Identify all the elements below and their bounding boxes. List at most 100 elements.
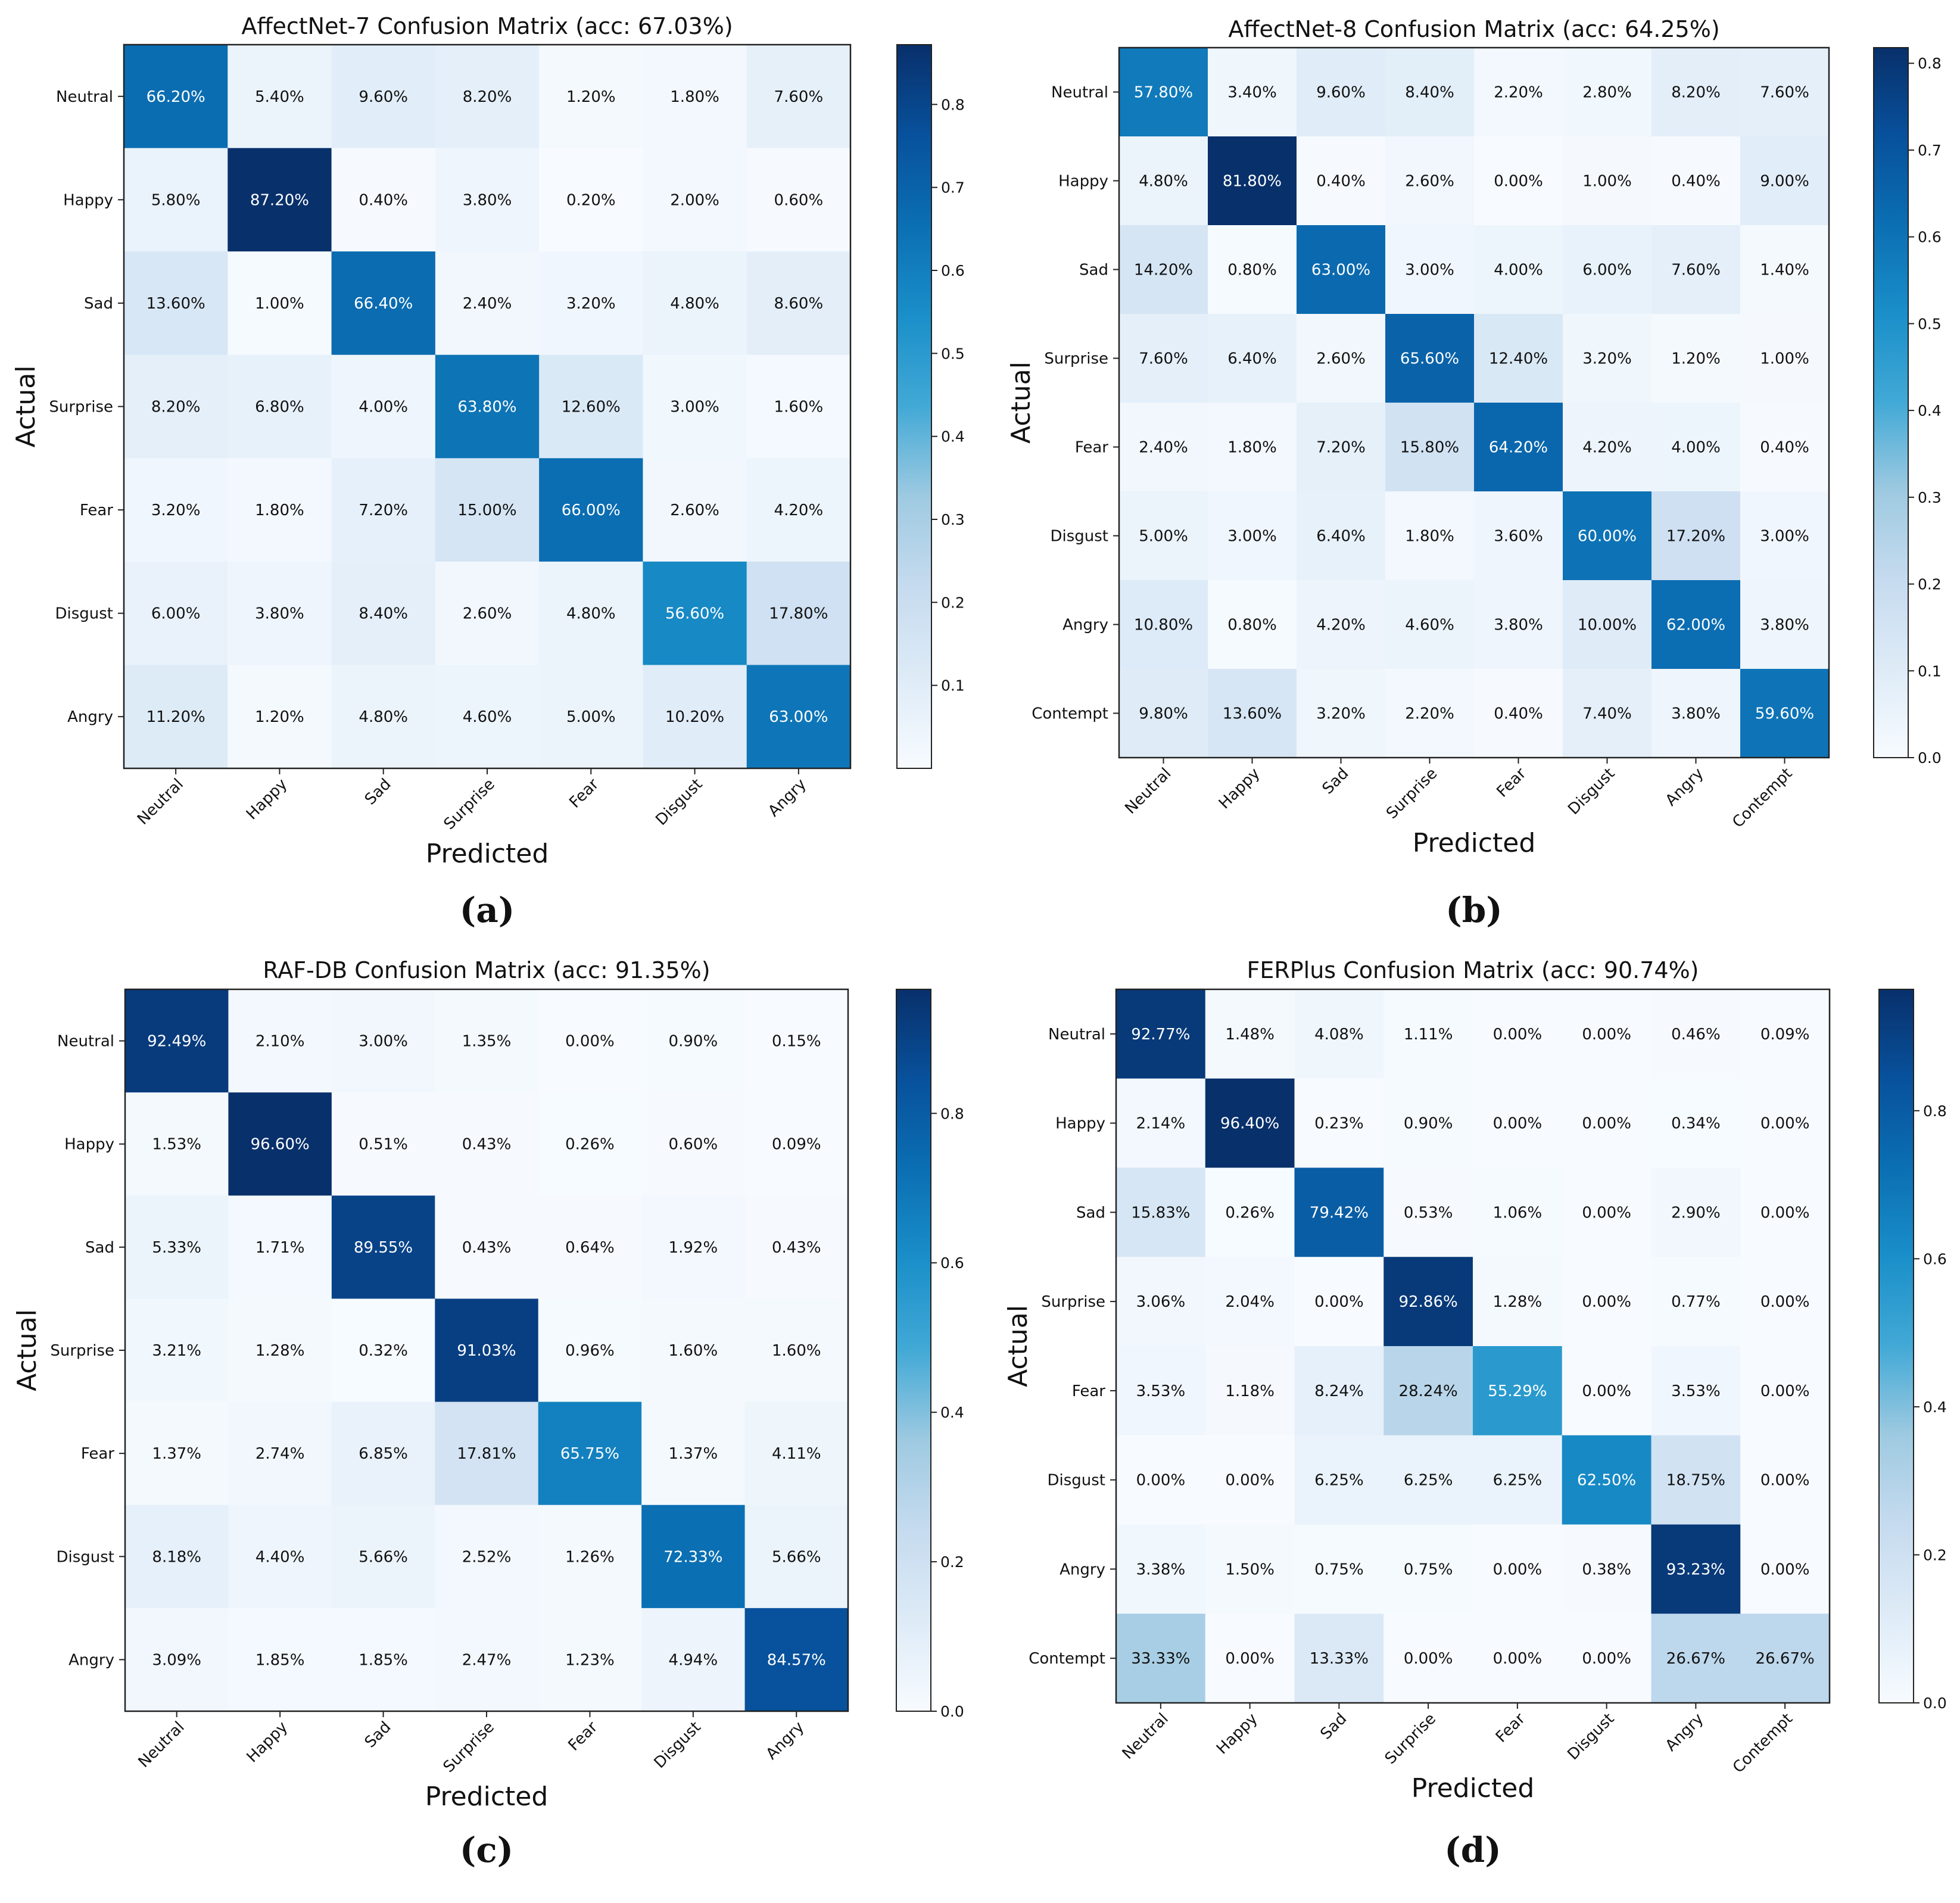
heatmap-cell — [124, 561, 228, 665]
heatmap-cell — [1740, 1078, 1830, 1168]
heatmap-cell — [744, 1505, 849, 1609]
colorbar-tick-label: 0.4 — [941, 428, 965, 446]
cell-value-label: 1.50% — [1225, 1561, 1275, 1578]
heatmap-cell — [125, 1505, 229, 1609]
cell-value-label: 5.66% — [772, 1548, 821, 1566]
cell-value-label: 2.90% — [1671, 1204, 1721, 1222]
cell-value-label: 1.60% — [772, 1342, 821, 1360]
cell-value-label: 0.00% — [1582, 1293, 1631, 1311]
heatmap-cell — [1385, 403, 1475, 492]
confusion-matrix-panel: AffectNet-7 Confusion Matrix (acc: 67.03… — [11, 13, 965, 930]
cell-value-label: 0.00% — [1136, 1472, 1186, 1490]
heatmap-cell — [435, 1505, 539, 1609]
heatmap-cell — [1651, 1167, 1741, 1257]
cell-value-label: 0.09% — [1760, 1026, 1810, 1044]
cell-value-label: 93.23% — [1666, 1561, 1725, 1578]
heatmap-cell — [228, 1092, 332, 1196]
colorbar-tick-label: 0.0 — [1923, 1695, 1947, 1712]
heatmap-cell — [331, 561, 436, 665]
heatmap-cell — [1297, 491, 1386, 581]
cell-value-label: 3.80% — [1671, 705, 1721, 723]
heatmap-cell — [125, 1608, 229, 1712]
heatmap-cell — [1740, 580, 1830, 669]
cell-value-label: 7.60% — [1760, 84, 1809, 102]
heatmap-cell — [1563, 48, 1652, 137]
heatmap-cell — [643, 458, 747, 562]
cell-value-label: 92.86% — [1399, 1293, 1458, 1311]
heatmap-cell — [125, 1195, 229, 1299]
heatmap-cell — [1119, 403, 1208, 492]
cell-value-label: 18.75% — [1666, 1472, 1725, 1490]
cell-value-label: 17.20% — [1666, 528, 1725, 546]
cell-value-label: 4.00% — [1671, 439, 1721, 457]
heatmap-cell — [746, 561, 851, 665]
heatmap-cell — [124, 354, 228, 459]
cell-value-label: 0.00% — [1760, 1382, 1810, 1400]
heatmap-cell — [1385, 48, 1475, 137]
colorbar-tick-label: 0.1 — [1918, 662, 1942, 680]
cell-value-label: 1.71% — [255, 1239, 305, 1257]
heatmap-cell — [1294, 1435, 1384, 1525]
y-tick-label: Angry — [1060, 1561, 1105, 1578]
x-tick-label: Angry — [1662, 765, 1707, 810]
heatmap-cell — [1297, 403, 1386, 492]
cell-value-label: 1.20% — [566, 88, 616, 106]
cell-value-label: 2.00% — [670, 191, 719, 209]
cell-value-label: 3.53% — [1136, 1382, 1186, 1400]
cell-value-label: 1.23% — [565, 1651, 615, 1669]
cell-value-label: 15.00% — [457, 502, 516, 519]
heatmap-cell — [1294, 1524, 1384, 1614]
cell-value-label: 8.24% — [1314, 1382, 1364, 1400]
cell-value-label: 12.60% — [562, 398, 621, 416]
heatmap-cell — [1473, 1078, 1563, 1168]
cell-value-label: 3.00% — [1760, 528, 1809, 546]
heatmap-cell — [643, 251, 747, 356]
cell-value-label: 91.03% — [457, 1342, 516, 1360]
cell-value-label: 79.42% — [1310, 1204, 1369, 1222]
cell-value-label: 2.40% — [1139, 439, 1188, 457]
heatmap-cell — [1473, 1167, 1563, 1257]
cell-value-label: 4.00% — [1494, 261, 1543, 279]
heatmap-cell — [539, 251, 643, 356]
cell-value-label: 5.00% — [1139, 528, 1188, 546]
cell-value-label: 1.40% — [1760, 261, 1809, 279]
heatmap-cell — [1563, 669, 1652, 758]
cell-value-label: 14.20% — [1134, 261, 1193, 279]
y-tick-label: Fear — [1075, 439, 1108, 457]
heatmap-cell — [435, 45, 540, 149]
cell-value-label: 8.40% — [1405, 84, 1454, 102]
heatmap-cell — [1205, 1346, 1295, 1436]
cell-value-label: 2.47% — [462, 1651, 512, 1669]
cell-value-label: 4.80% — [359, 708, 408, 726]
x-tick-label: Happy — [243, 775, 291, 824]
heatmap-cell — [1208, 136, 1297, 226]
heatmap-cell — [1208, 48, 1297, 137]
cell-value-label: 2.52% — [462, 1548, 512, 1566]
heatmap-cell — [228, 354, 332, 459]
cell-value-label: 2.60% — [1316, 350, 1366, 368]
heatmap-cell — [1385, 669, 1475, 758]
colorbar-tick-label: 0.3 — [1918, 489, 1942, 506]
cell-value-label: 1.92% — [669, 1239, 718, 1257]
heatmap-cell — [1651, 1524, 1741, 1614]
cell-value-label: 0.00% — [1225, 1472, 1275, 1490]
heatmap-cell — [331, 1298, 435, 1403]
heatmap-cell — [1563, 314, 1652, 403]
heatmap-cell — [1385, 136, 1475, 226]
cell-value-label: 4.60% — [463, 708, 512, 726]
heatmap-cell — [228, 1505, 332, 1609]
heatmap-cell — [641, 1505, 746, 1609]
heatmap-cell — [1740, 225, 1830, 314]
colorbar-tick-label: 0.3 — [941, 511, 965, 528]
heatmap-cell — [1116, 989, 1206, 1079]
y-tick-label: Fear — [80, 502, 113, 519]
cell-value-label: 6.85% — [359, 1445, 408, 1463]
cell-value-label: 2.10% — [255, 1033, 305, 1051]
heatmap-cell — [1651, 491, 1741, 581]
heatmap-cell — [744, 1401, 849, 1506]
heatmap-cell — [1208, 314, 1297, 403]
heatmap-cell — [1294, 1167, 1384, 1257]
heatmap-cell — [1474, 669, 1563, 758]
confusion-matrix-panel: AffectNet-8 Confusion Matrix (acc: 64.25… — [1006, 16, 1942, 930]
cell-value-label: 0.43% — [772, 1239, 821, 1257]
